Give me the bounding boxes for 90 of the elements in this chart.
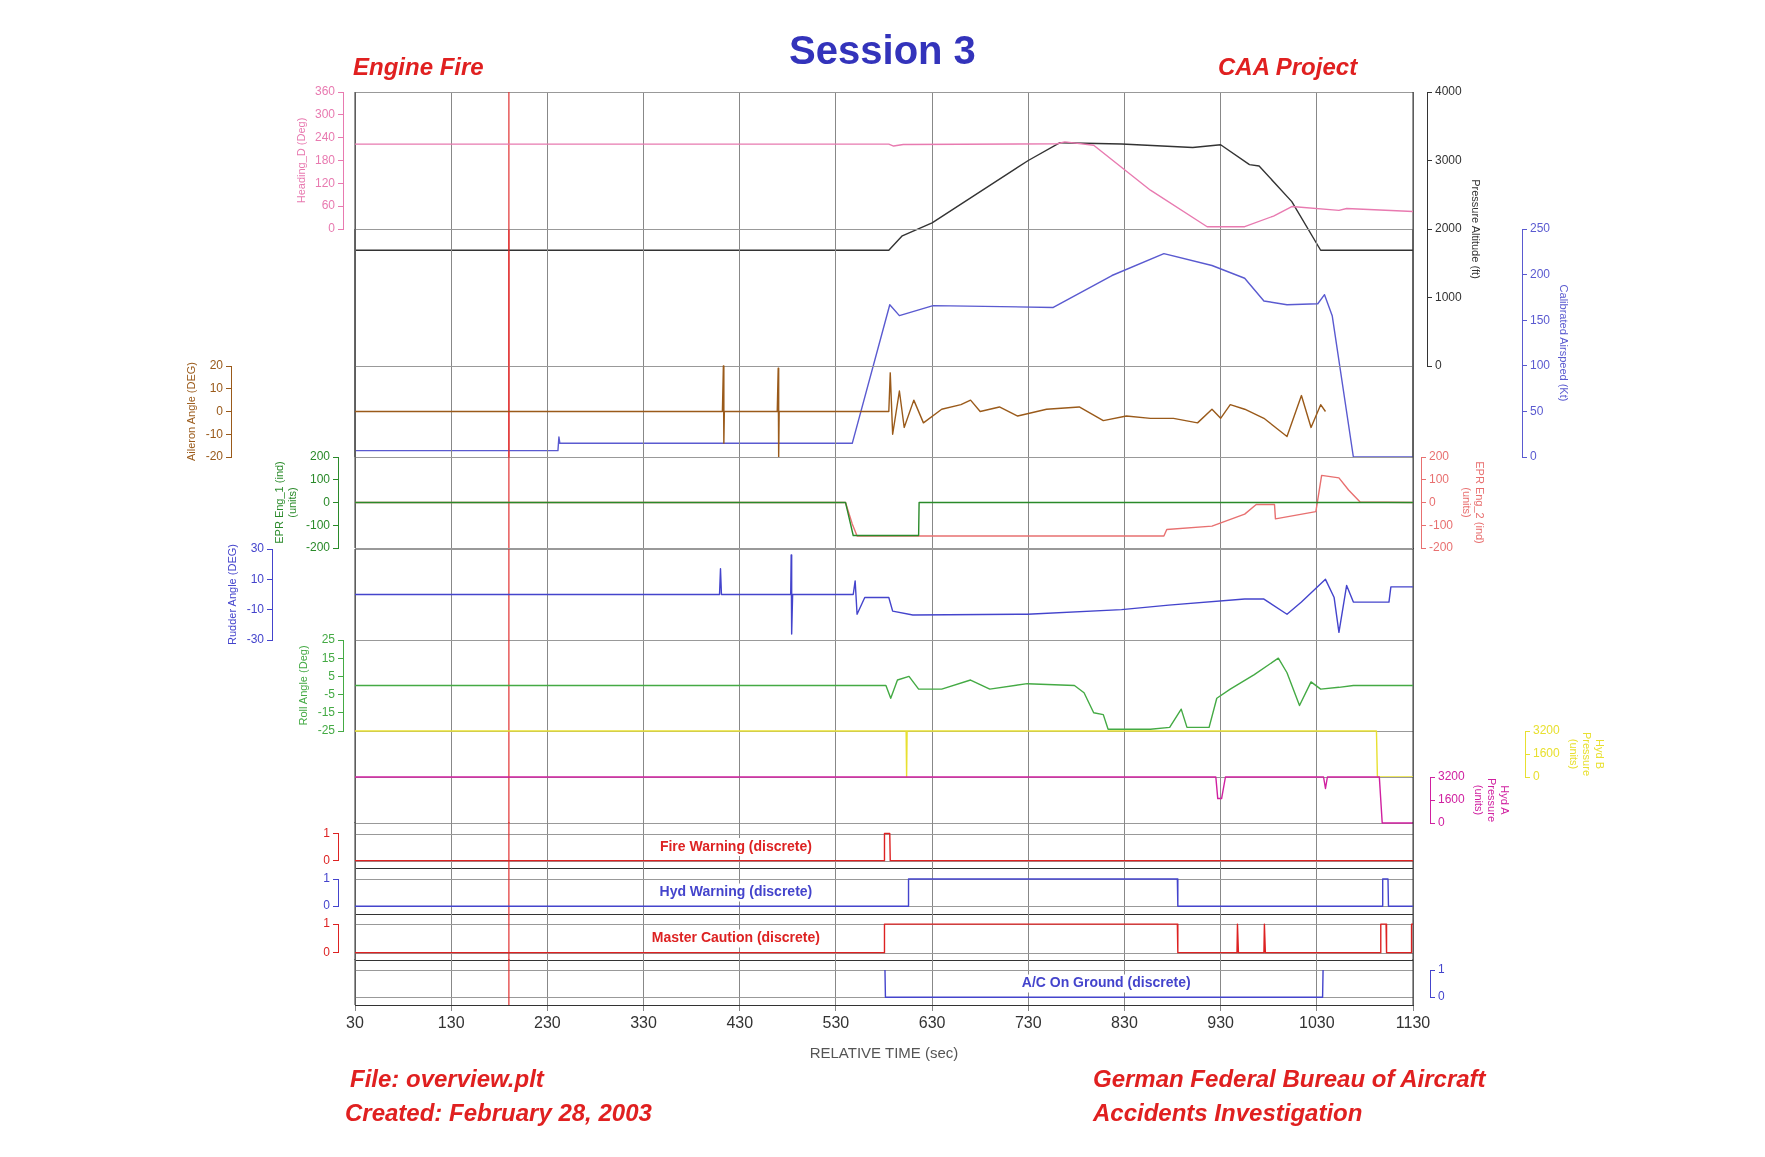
y-tick-label: 1 [323,916,331,931]
y-axis-title: Aileron Angle (DEG) [185,361,198,462]
y-tick-label: -25 [317,723,336,738]
y-tick-label: 180 [314,152,336,167]
chart-title: Session 3 [789,28,976,72]
x-axis-title: RELATIVE TIME (sec) [809,1044,959,1062]
y2-tick-label: 0 [1530,449,1537,464]
y2-tick-label: 1600 [1533,746,1561,761]
y-axis-title: Heading_D (Deg) [294,117,307,204]
y-tick-label: 10 [250,571,265,586]
x-tick-label: 730 [1014,1014,1042,1032]
x-tick-label: 30 [346,1014,364,1032]
y2-axis-title: Pressure Altitude (ft) [1470,179,1483,279]
y2-axis-title: Hyd B Pressure (units) [1567,731,1607,777]
y-tick-label: 200 [309,449,331,464]
y2-tick-label: 100 [1429,472,1450,487]
y2-tick-label: 1600 [1438,792,1466,807]
y2-tick-label: 3000 [1435,152,1463,167]
y2-tick-label: 1000 [1435,289,1463,304]
y2-tick-label: 200 [1429,449,1450,464]
y-tick-label: -30 [246,632,265,647]
y-tick-label: 0 [323,944,331,959]
text: File: overview.plt [350,1064,544,1094]
y-tick-label: 1 [323,825,331,840]
y-tick-label: 5 [328,668,336,683]
y-axis-title: Rudder Angle (DEG) [226,544,239,645]
y-tick-label: -10 [246,601,265,616]
y2-axis-title: EPR Eng_2 (ind) (units) [1461,461,1487,544]
y-tick-label: 360 [314,84,336,99]
y2-tick-label: -100 [1429,517,1454,532]
y2-tick-label: 0 [1533,769,1540,784]
y-tick-label: 30 [250,541,265,556]
x-tick-label: 430 [726,1014,754,1032]
x-tick-label: 830 [1111,1014,1138,1032]
text: CAA Project [1218,52,1358,82]
y-tick-label: -5 [324,686,336,701]
y2-tick-label: 0 [1435,358,1442,373]
x-tick-label: 530 [822,1014,850,1032]
y-tick-label: 0 [328,221,336,236]
x-tick-label: 130 [437,1014,465,1032]
y-tick-label: 0 [323,852,331,867]
y-tick-label: 0 [216,403,224,418]
y2-tick-label: 150 [1530,312,1551,327]
y-tick-label: -100 [305,517,331,532]
x-tick-label: 330 [630,1014,657,1032]
x-tick-label: 1130 [1395,1014,1431,1032]
text: German Federal Bureau of Aircraft Accidents Investigation [1093,1064,1488,1128]
y2-axis-title: Hyd A Pressure (units) [1472,777,1512,823]
y-axis-title: EPR Eng_1 (ind) (units) [272,461,298,544]
y-tick-label: 0 [323,494,331,509]
x-tick-label: 230 [534,1014,561,1032]
y2-tick-label: -200 [1429,540,1454,555]
y2-tick-label: 3200 [1533,723,1561,738]
y-tick-label: 60 [321,198,336,213]
y-tick-label: 300 [314,107,336,122]
y2-tick-label: 0 [1429,494,1436,509]
y-axis-title: Roll Angle (Deg) [297,645,310,726]
text: Created: February 28, 2003 [345,1098,652,1128]
y-tick-label: 15 [321,650,336,665]
series-label: Fire Warning (discrete) [659,837,812,854]
x-tick-label: 930 [1207,1014,1235,1032]
y-tick-label: 120 [314,175,336,190]
y-tick-label: -15 [317,705,336,720]
y2-tick-label: 3200 [1438,769,1466,784]
y-tick-label: 25 [321,632,336,647]
y-tick-label: 240 [314,129,336,144]
y2-tick-label: 200 [1530,266,1551,281]
text: Engine Fire [353,52,484,82]
series-label: Master Caution (discrete) [651,929,820,946]
y2-axis-title: Calibrated Airspeed (Kt) [1558,284,1571,402]
y-tick-label: -10 [205,426,224,441]
y-tick-label: -200 [305,540,331,555]
y-tick-label: 0 [323,898,331,913]
y2-tick-label: 0 [1438,815,1445,830]
y2-tick-label: 2000 [1435,221,1463,236]
y2-tick-label: 1 [1438,962,1445,977]
y-tick-label: 10 [209,381,224,396]
y2-tick-label: 50 [1530,403,1544,418]
series-label: A/C On Ground (discrete) [1021,974,1191,991]
x-tick-label: 1030 [1299,1014,1335,1032]
y2-tick-label: 100 [1530,358,1551,373]
y2-tick-label: 250 [1530,221,1551,236]
y-tick-label: 100 [309,472,331,487]
y2-tick-label: 4000 [1435,84,1463,99]
y-tick-label: 1 [323,871,331,886]
y2-tick-label: 0 [1438,989,1445,1004]
y-tick-label: -20 [205,449,224,464]
y-tick-label: 20 [209,358,224,373]
series-label: Hyd Warning (discrete) [659,883,813,900]
x-tick-label: 630 [918,1014,946,1032]
